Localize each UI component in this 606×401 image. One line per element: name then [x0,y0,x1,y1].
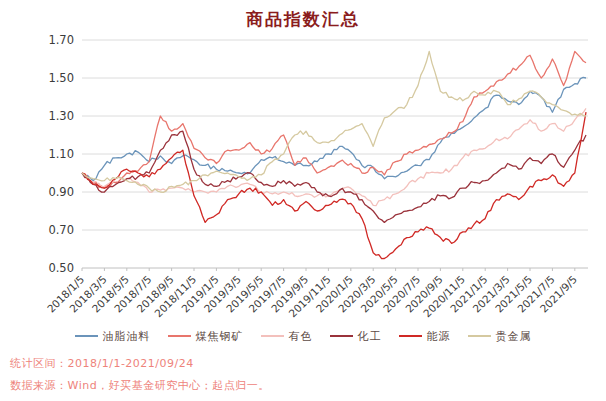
y-tick-label: 1.50 [48,71,74,85]
legend-label: 有色 [289,329,313,344]
footnote-source: 数据来源：Wind，好买基金研究中心；起点归一。 [10,378,270,393]
y-tick-label: 0.50 [48,261,74,275]
legend-label: 化工 [358,329,382,344]
commodity-index-chart: 商品指数汇总 0.500.700.901.101.301.501.702018/… [0,0,606,401]
y-tick-label: 0.70 [48,223,74,237]
y-tick-label: 1.30 [48,109,74,123]
legend-item-煤焦钢矿: 煤焦钢矿 [168,329,244,344]
legend-swatch [468,335,491,337]
y-tick-label: 1.10 [48,147,74,161]
series-line-煤焦钢矿 [82,51,586,188]
legend-label: 贵金属 [496,329,532,344]
legend-swatch [261,335,284,337]
legend: 油脂油料 煤焦钢矿 有色 化工 能源 贵金属 [0,328,606,344]
legend-item-有色: 有色 [261,329,313,344]
y-tick-label: 1.70 [48,33,74,47]
legend-label: 油脂油料 [103,329,151,344]
legend-label: 煤焦钢矿 [196,329,244,344]
legend-item-油脂油料: 油脂油料 [75,329,151,344]
series-line-能源 [82,112,586,258]
legend-label: 能源 [427,329,451,344]
legend-item-能源: 能源 [399,329,451,344]
legend-swatch [330,335,353,337]
legend-swatch [399,335,422,337]
legend-item-化工: 化工 [330,329,382,344]
footnote-period: 统计区间：2018/1/1-2021/09/24 [10,356,194,371]
legend-swatch [75,335,98,337]
legend-item-贵金属: 贵金属 [468,329,532,344]
legend-swatch [168,335,191,337]
series-line-化工 [82,131,586,222]
y-tick-label: 0.90 [48,185,74,199]
